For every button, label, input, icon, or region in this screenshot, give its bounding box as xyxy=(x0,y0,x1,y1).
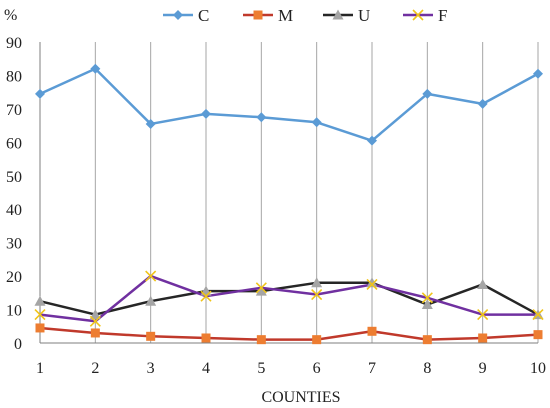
point-M-3 xyxy=(146,331,156,341)
point-C-8 xyxy=(422,88,433,99)
point-F-3-stroke-b xyxy=(145,270,157,282)
x-tick-label-2: 2 xyxy=(91,360,99,377)
y-axis-title: % xyxy=(4,7,17,24)
y-tick-label-40: 40 xyxy=(6,202,22,219)
y-tick-label-30: 30 xyxy=(6,236,22,253)
y-tick-label-20: 20 xyxy=(6,269,22,286)
point-M-1 xyxy=(35,323,45,333)
point-U-5 xyxy=(255,285,267,296)
y-tick-label-0: 0 xyxy=(14,336,22,353)
point-F-4-stroke-b xyxy=(200,290,212,302)
point-M-6 xyxy=(312,335,322,345)
x-tick-label-5: 5 xyxy=(257,360,265,377)
point-U-6 xyxy=(311,277,323,288)
point-M-9 xyxy=(478,333,488,343)
point-U-8 xyxy=(421,299,433,310)
y-tick-label-80: 80 xyxy=(6,68,22,85)
y-tick-label-70: 70 xyxy=(6,102,22,119)
point-F-10 xyxy=(532,309,544,321)
y-tick-label-90: 90 xyxy=(6,35,22,52)
point-C-7 xyxy=(367,135,377,146)
x-tick-label-6: 6 xyxy=(313,360,321,377)
gridlines xyxy=(39,42,539,343)
point-U-7 xyxy=(366,277,378,288)
point-C-1 xyxy=(35,88,45,99)
legend-label-M: M xyxy=(278,6,293,25)
point-F-8-stroke-b xyxy=(421,292,433,304)
legend-marker-F-stroke-b xyxy=(412,9,424,21)
legend-item-U: U xyxy=(323,6,370,25)
series-line-F xyxy=(39,274,538,323)
y-tick-label-60: 60 xyxy=(6,135,22,152)
point-F-7-stroke-b xyxy=(366,278,378,291)
point-C-9 xyxy=(477,98,488,109)
point-C-6 xyxy=(311,117,322,128)
point-M-8 xyxy=(422,335,432,345)
series-line-U xyxy=(39,281,539,316)
point-M-10 xyxy=(533,330,543,340)
point-M-4 xyxy=(201,333,211,343)
legend-label-U: U xyxy=(358,6,370,25)
legend-marker-C xyxy=(173,10,183,20)
series-lines xyxy=(34,63,544,345)
point-F-7 xyxy=(366,278,378,291)
axes: 0 10 20 30 40 50 60 70 80 90 1 2 3 4 5 6 7 8 9 10 xyxy=(6,35,546,377)
point-M-2 xyxy=(90,328,100,338)
point-U-3 xyxy=(145,295,157,306)
point-C-3 xyxy=(145,118,156,129)
legend-item-M: M xyxy=(243,6,293,25)
point-M-5 xyxy=(256,335,266,345)
legend-marker-U xyxy=(332,9,344,20)
x-tick-label-8: 8 xyxy=(423,360,431,377)
x-tick-label-1: 1 xyxy=(36,360,44,377)
point-C-2 xyxy=(90,63,101,74)
legend-label-F: F xyxy=(438,6,447,25)
point-U-9 xyxy=(477,278,489,289)
point-U-2 xyxy=(89,309,101,320)
legend-item-F: F xyxy=(403,6,447,25)
legend-label-C: C xyxy=(198,6,209,25)
legend-marker-F xyxy=(412,9,424,21)
point-C-10 xyxy=(533,68,543,79)
legend-item-C: C xyxy=(163,6,209,25)
point-F-2 xyxy=(89,315,101,327)
legend-marker-M xyxy=(253,10,263,20)
y-tick-label-10: 10 xyxy=(6,303,22,320)
point-F-6 xyxy=(311,288,323,301)
x-tick-label-4: 4 xyxy=(202,360,210,377)
point-F-3 xyxy=(145,270,157,282)
point-F-9-stroke-b xyxy=(477,309,489,321)
x-axis-title: COUNTIES xyxy=(261,389,340,406)
x-tick-label-9: 9 xyxy=(479,360,487,377)
y-tick-label-50: 50 xyxy=(6,169,22,186)
point-U-1 xyxy=(34,295,46,306)
point-C-4 xyxy=(201,108,211,119)
point-C-5 xyxy=(256,112,267,123)
point-F-6-stroke-b xyxy=(311,288,323,301)
point-M-7 xyxy=(367,326,377,336)
point-F-5 xyxy=(255,282,267,294)
point-F-9 xyxy=(477,309,489,321)
point-F-8 xyxy=(421,292,433,304)
point-F-4 xyxy=(200,290,212,302)
series-line-M xyxy=(39,326,539,341)
point-F-1-stroke-b xyxy=(34,309,46,321)
point-F-5-stroke-b xyxy=(255,282,267,294)
series-line-C xyxy=(39,67,539,142)
x-tick-label-7: 7 xyxy=(368,360,376,377)
point-F-1 xyxy=(34,309,46,321)
x-tick-label-10: 10 xyxy=(530,360,546,377)
x-tick-label-3: 3 xyxy=(147,360,155,377)
point-F-10-stroke-b xyxy=(532,309,544,321)
point-F-2-stroke-b xyxy=(89,315,101,327)
